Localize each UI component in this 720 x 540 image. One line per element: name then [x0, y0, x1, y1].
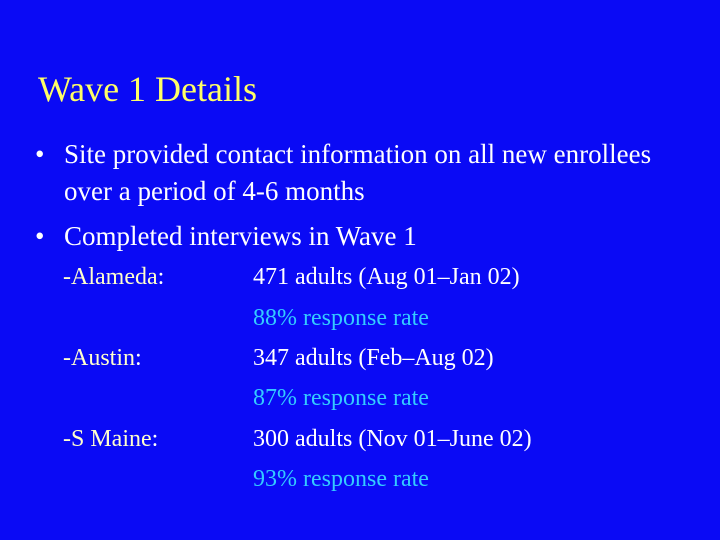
bullet-item: • Completed interviews in Wave 1: [35, 218, 704, 255]
site-label: -S Maine:: [63, 424, 158, 454]
site-adults: 347 adults (Feb–Aug 02): [253, 345, 494, 371]
site-response-rate: 88% response rate: [253, 305, 429, 331]
site-label: -Austin:: [63, 343, 142, 373]
site-name: -Alameda: [63, 264, 158, 290]
site-label: -Alameda:: [63, 262, 164, 292]
bullet-icon: •: [35, 139, 45, 169]
site-response-rate: 93% response rate: [253, 466, 429, 492]
bullet-text: Completed interviews in Wave 1: [64, 221, 417, 251]
bullet-text: Site provided contact information on all…: [64, 139, 652, 206]
slide-title: Wave 1 Details: [38, 69, 258, 109]
site-response-rate: 87% response rate: [253, 385, 429, 411]
colon: :: [135, 345, 142, 371]
site-adults: 471 adults (Aug 01–Jan 02): [253, 264, 520, 290]
bullet-item: • Site provided contact information on a…: [35, 136, 704, 210]
colon: :: [151, 426, 159, 452]
site-adults: 300 adults (Nov 01–June 02): [253, 426, 532, 452]
site-name: -S Maine: [63, 426, 152, 452]
site-name: -Austin: [63, 345, 135, 371]
colon: :: [157, 264, 165, 290]
bullet-icon: •: [35, 221, 45, 251]
